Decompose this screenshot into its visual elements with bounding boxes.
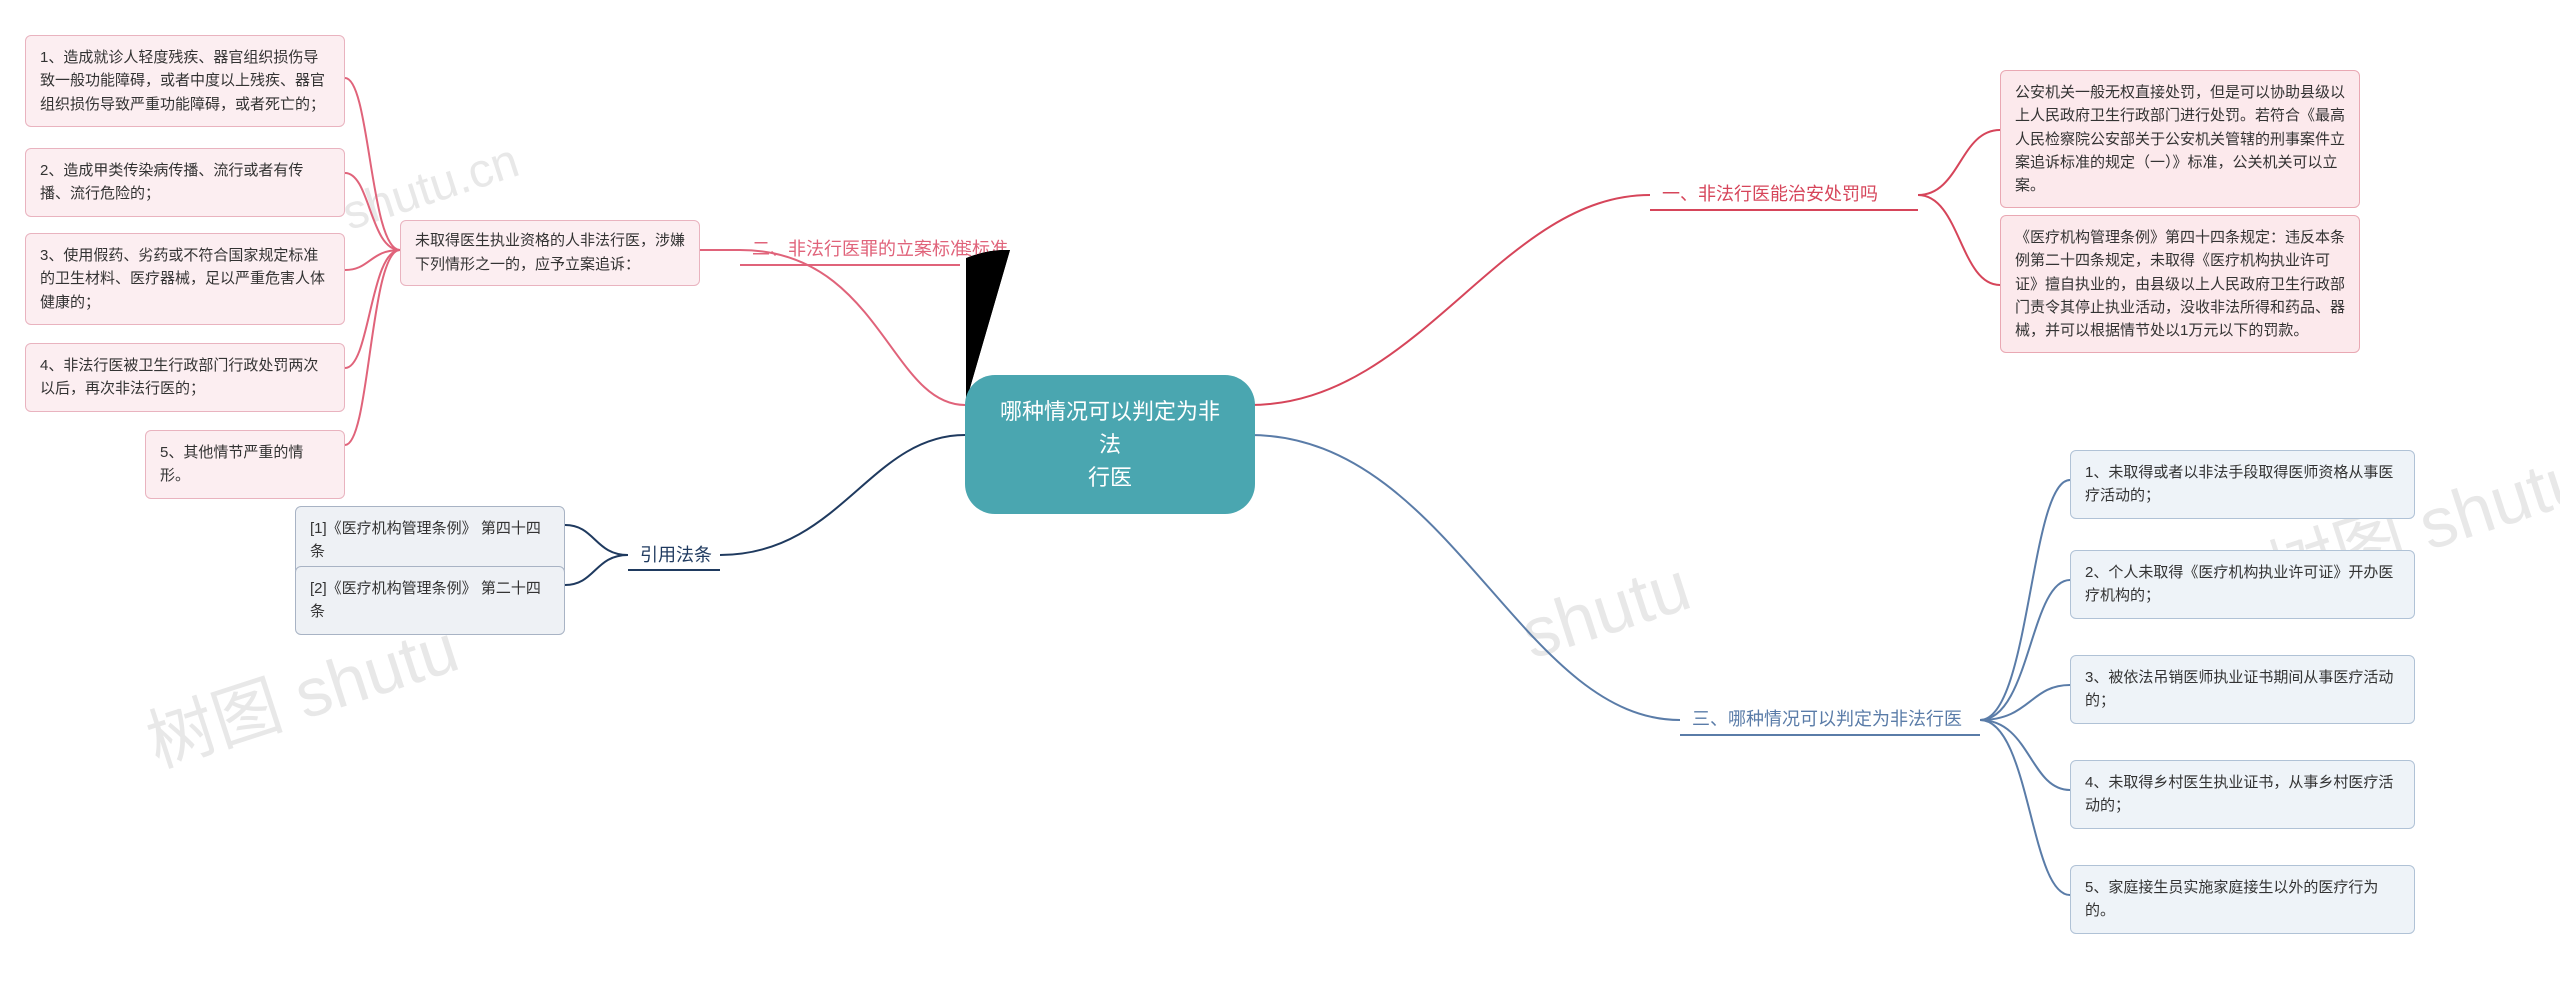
b4-leaf-2[interactable]: [2]《医疗机构管理条例》 第二十四条 [295, 566, 565, 635]
leaf-text: 《医疗机构管理条例》第四十四条规定：违反本条例第二十四条规定，未取得《医疗机构执… [2015, 226, 2345, 342]
leaf-text: 3、使用假药、劣药或不符合国家规定标准的卫生材料、医疗器械，足以严重危害人体健康… [40, 244, 330, 314]
branch-4-title: 引用法条 [640, 541, 712, 570]
leaf-text: 公安机关一般无权直接处罚，但是可以协助县级以上人民政府卫生行政部门进行处罚。若符… [2015, 81, 2345, 197]
b4-leaf-1[interactable]: [1]《医疗机构管理条例》 第四十四条 [295, 506, 565, 575]
center-line2: 行医 [1088, 465, 1132, 490]
center-line1: 哪种情况可以判定为非法 [1000, 399, 1220, 457]
branch-3-leaf-1[interactable]: 1、未取得或者以非法手段取得医师资格从事医疗活动的； [2070, 450, 2415, 519]
branch-3[interactable]: 三、哪种情况可以判定为非法行医 [1680, 697, 1974, 742]
branch-1-leaf-1[interactable]: 公安机关一般无权直接处罚，但是可以协助县级以上人民政府卫生行政部门进行处罚。若符… [2000, 70, 2360, 208]
watermark: shutu [1512, 545, 1700, 674]
branch-4-node[interactable]: 引用法条 [628, 533, 724, 578]
leaf-text: 5、家庭接生员实施家庭接生以外的医疗行为的。 [2085, 876, 2400, 923]
b2-leaf-1[interactable]: 1、造成就诊人轻度残疾、器官组织损伤导致一般功能障碍，或者中度以上残疾、器官组织… [25, 35, 345, 127]
branch-2-sub-v2[interactable]: 未取得医生执业资格的人非法行医，涉嫌下列情形之一的，应予立案追诉： [400, 220, 700, 286]
branch-1[interactable]: 一、非法行医能治安处罚吗 [1650, 172, 1890, 217]
leaf-text: 2、个人未取得《医疗机构执业许可证》开办医疗机构的； [2085, 561, 2400, 608]
branch-3-title: 三、哪种情况可以判定为非法行医 [1692, 705, 1962, 734]
sub-text: 未取得医生执业资格的人非法行医，涉嫌下列情形之一的，应予立案追诉： [415, 229, 685, 277]
b2-leaf-2[interactable]: 2、造成甲类传染病传播、流行或者有传播、流行危险的； [25, 148, 345, 217]
branch-1-leaf-2[interactable]: 《医疗机构管理条例》第四十四条规定：违反本条例第二十四条规定，未取得《医疗机构执… [2000, 215, 2360, 353]
branch-3-leaf-2[interactable]: 2、个人未取得《医疗机构执业许可证》开办医疗机构的； [2070, 550, 2415, 619]
branch-2-title: 二、非法行医罪的立案标准 [752, 235, 968, 264]
center-topic[interactable]: 哪种情况可以判定为非法 行医 [965, 375, 1255, 514]
branch-3-leaf-5[interactable]: 5、家庭接生员实施家庭接生以外的医疗行为的。 [2070, 865, 2415, 934]
leaf-text: [2]《医疗机构管理条例》 第二十四条 [310, 577, 550, 624]
leaf-text: 1、未取得或者以非法手段取得医师资格从事医疗活动的； [2085, 461, 2400, 508]
leaf-text: 4、未取得乡村医生执业证书，从事乡村医疗活动的； [2085, 771, 2400, 818]
branch-3-leaf-4[interactable]: 4、未取得乡村医生执业证书，从事乡村医疗活动的； [2070, 760, 2415, 829]
b2-leaf-3[interactable]: 3、使用假药、劣药或不符合国家规定标准的卫生材料、医疗器械，足以严重危害人体健康… [25, 233, 345, 325]
branch-2-v2[interactable]: 二、非法行医罪的立案标准 [740, 227, 980, 272]
leaf-text: 2、造成甲类传染病传播、流行或者有传播、流行危险的； [40, 159, 330, 206]
leaf-text: 1、造成就诊人轻度残疾、器官组织损伤导致一般功能障碍，或者中度以上残疾、器官组织… [40, 46, 330, 116]
leaf-text: 5、其他情节严重的情形。 [160, 441, 330, 488]
leaf-text: 3、被依法吊销医师执业证书期间从事医疗活动的； [2085, 666, 2400, 713]
leaf-text: 4、非法行医被卫生行政部门行政处罚两次以后，再次非法行医的； [40, 354, 330, 401]
b2-leaf-5[interactable]: 5、其他情节严重的情形。 [145, 430, 345, 499]
b2-leaf-4[interactable]: 4、非法行医被卫生行政部门行政处罚两次以后，再次非法行医的； [25, 343, 345, 412]
branch-3-leaf-3[interactable]: 3、被依法吊销医师执业证书期间从事医疗活动的； [2070, 655, 2415, 724]
leaf-text: [1]《医疗机构管理条例》 第四十四条 [310, 517, 550, 564]
branch-1-title: 一、非法行医能治安处罚吗 [1662, 180, 1878, 209]
